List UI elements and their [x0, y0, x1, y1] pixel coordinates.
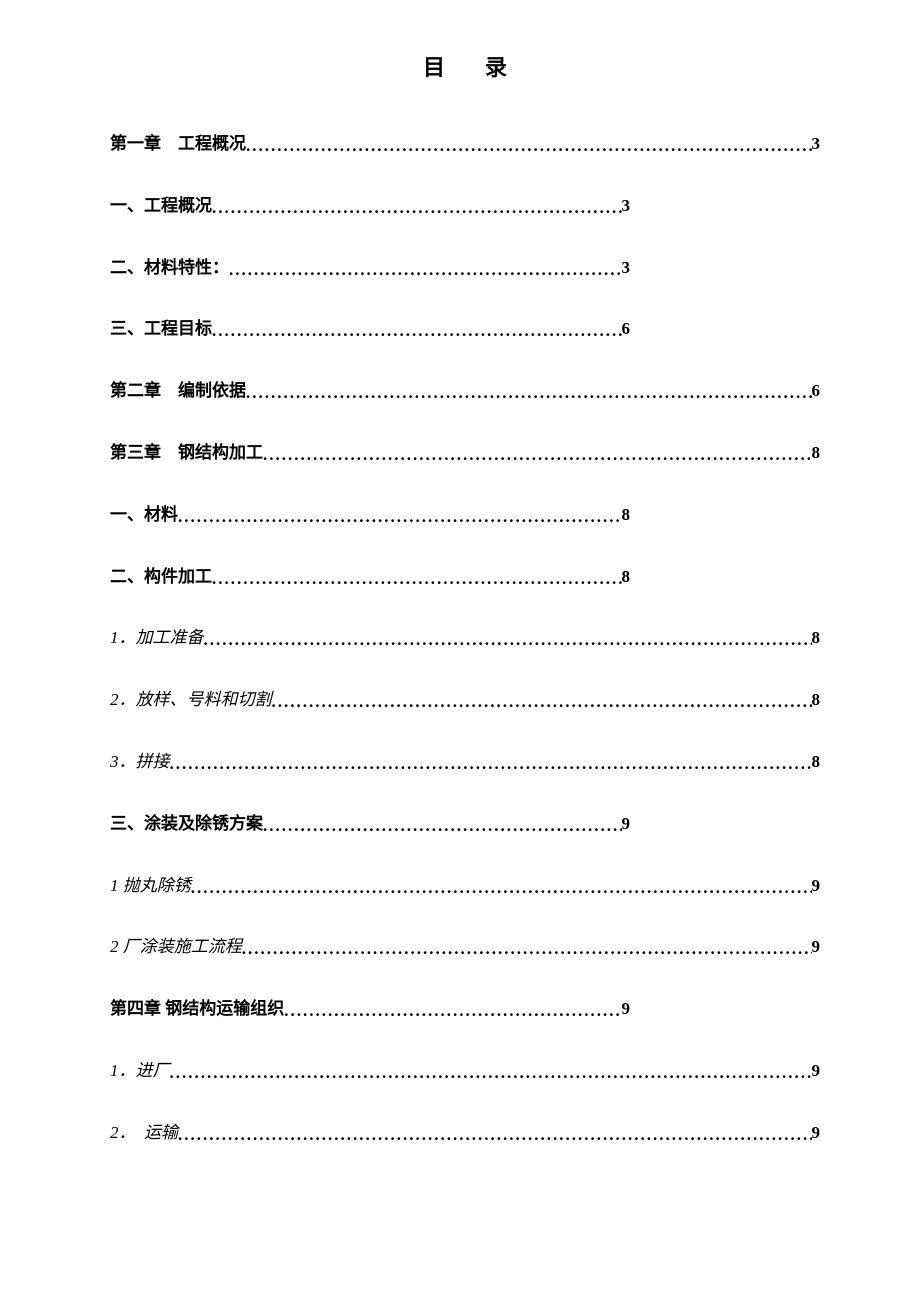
toc-entry-label: 一、工程概况	[110, 194, 212, 218]
toc-entry-dots: ........................................…	[170, 752, 812, 776]
toc-entry-label: 一、材料	[110, 503, 178, 527]
toc-entry: 第一章 工程概况................................…	[110, 132, 820, 156]
toc-entry: 1．加工准备..................................…	[110, 626, 820, 650]
toc-entry-dots: ........................................…	[246, 381, 812, 405]
toc-entry-page: 6	[622, 317, 631, 341]
toc-entry-label: 第二章 编制依据	[110, 379, 246, 403]
toc-entry-page: 3	[812, 132, 821, 156]
toc-entry-page: 9	[812, 1121, 821, 1145]
toc-entry-page: 8	[812, 750, 821, 774]
toc-entry-dots: ........................................…	[229, 258, 622, 282]
toc-entry-dots: ........................................…	[263, 814, 622, 838]
toc-entry-label: 1 抛丸除锈	[110, 874, 191, 898]
toc-entry-label: 第一章 工程概况	[110, 132, 246, 156]
toc-entry: 三、涂装及除锈方案...............................…	[110, 812, 630, 836]
toc-entry-page: 3	[622, 194, 631, 218]
toc-entry: 第三章 钢结构加工...............................…	[110, 441, 820, 465]
toc-entry-dots: ........................................…	[246, 134, 812, 158]
toc-entry: 3．拼接....................................…	[110, 750, 820, 774]
toc-container: 第一章 工程概况................................…	[110, 132, 820, 1145]
toc-entry: 二、构件加工..................................…	[110, 565, 630, 589]
toc-entry-dots: ........................................…	[284, 999, 621, 1023]
toc-entry-dots: ........................................…	[170, 1061, 812, 1085]
toc-entry-dots: ........................................…	[212, 319, 622, 343]
toc-entry-page: 9	[622, 812, 631, 836]
toc-entry-page: 8	[622, 565, 631, 589]
toc-entry: 一、材料....................................…	[110, 503, 630, 527]
toc-entry-dots: ........................................…	[212, 567, 622, 591]
toc-entry: 1．进厂....................................…	[110, 1059, 820, 1083]
toc-entry-page: 9	[622, 997, 631, 1021]
toc-entry: 第四章 钢结构运输组织.............................…	[110, 997, 630, 1021]
toc-entry-page: 3	[622, 256, 631, 280]
toc-entry: 2 厂涂装施工流程...............................…	[110, 935, 820, 959]
toc-entry: 2． 运输...................................…	[110, 1121, 820, 1145]
toc-entry: 第二章 编制依据................................…	[110, 379, 820, 403]
toc-entry-label: 三、涂装及除锈方案	[110, 812, 263, 836]
toc-title: 目录	[110, 50, 820, 82]
toc-entry-dots: ........................................…	[272, 690, 812, 714]
toc-entry-page: 6	[812, 379, 821, 403]
toc-entry: 一、工程概况..................................…	[110, 194, 630, 218]
toc-entry-label: 2．放样、号料和切割	[110, 688, 272, 712]
toc-entry-label: 二、构件加工	[110, 565, 212, 589]
toc-entry-label: 1．加工准备	[110, 626, 204, 650]
toc-entry-label: 二、材料特性：	[110, 256, 229, 280]
toc-entry-label: 2 厂涂装施工流程	[110, 935, 242, 959]
toc-entry: 二、材料特性：.................................…	[110, 256, 630, 280]
toc-entry-label: 第四章 钢结构运输组织	[110, 997, 284, 1021]
toc-entry-page: 8	[812, 441, 821, 465]
toc-entry: 三、工程目标..................................…	[110, 317, 630, 341]
toc-entry-dots: ........................................…	[212, 196, 622, 220]
toc-entry-label: 2． 运输	[110, 1121, 178, 1145]
toc-entry: 2．放样、号料和切割..............................…	[110, 688, 820, 712]
toc-entry-dots: ........................................…	[242, 937, 812, 961]
toc-entry-dots: ........................................…	[178, 505, 622, 529]
toc-entry-label: 第三章 钢结构加工	[110, 441, 263, 465]
toc-entry-label: 3．拼接	[110, 750, 170, 774]
toc-entry-page: 9	[812, 874, 821, 898]
toc-entry-label: 三、工程目标	[110, 317, 212, 341]
toc-entry-dots: ........................................…	[191, 876, 812, 900]
toc-entry-dots: ........................................…	[263, 443, 812, 467]
toc-entry-page: 8	[622, 503, 631, 527]
toc-entry: 1 抛丸除锈..................................…	[110, 874, 820, 898]
toc-entry-dots: ........................................…	[178, 1123, 812, 1147]
toc-entry-label: 1．进厂	[110, 1059, 170, 1083]
toc-entry-page: 9	[812, 1059, 821, 1083]
toc-entry-page: 8	[812, 688, 821, 712]
toc-entry-page: 8	[812, 626, 821, 650]
toc-entry-dots: ........................................…	[204, 628, 812, 652]
toc-entry-page: 9	[812, 935, 821, 959]
